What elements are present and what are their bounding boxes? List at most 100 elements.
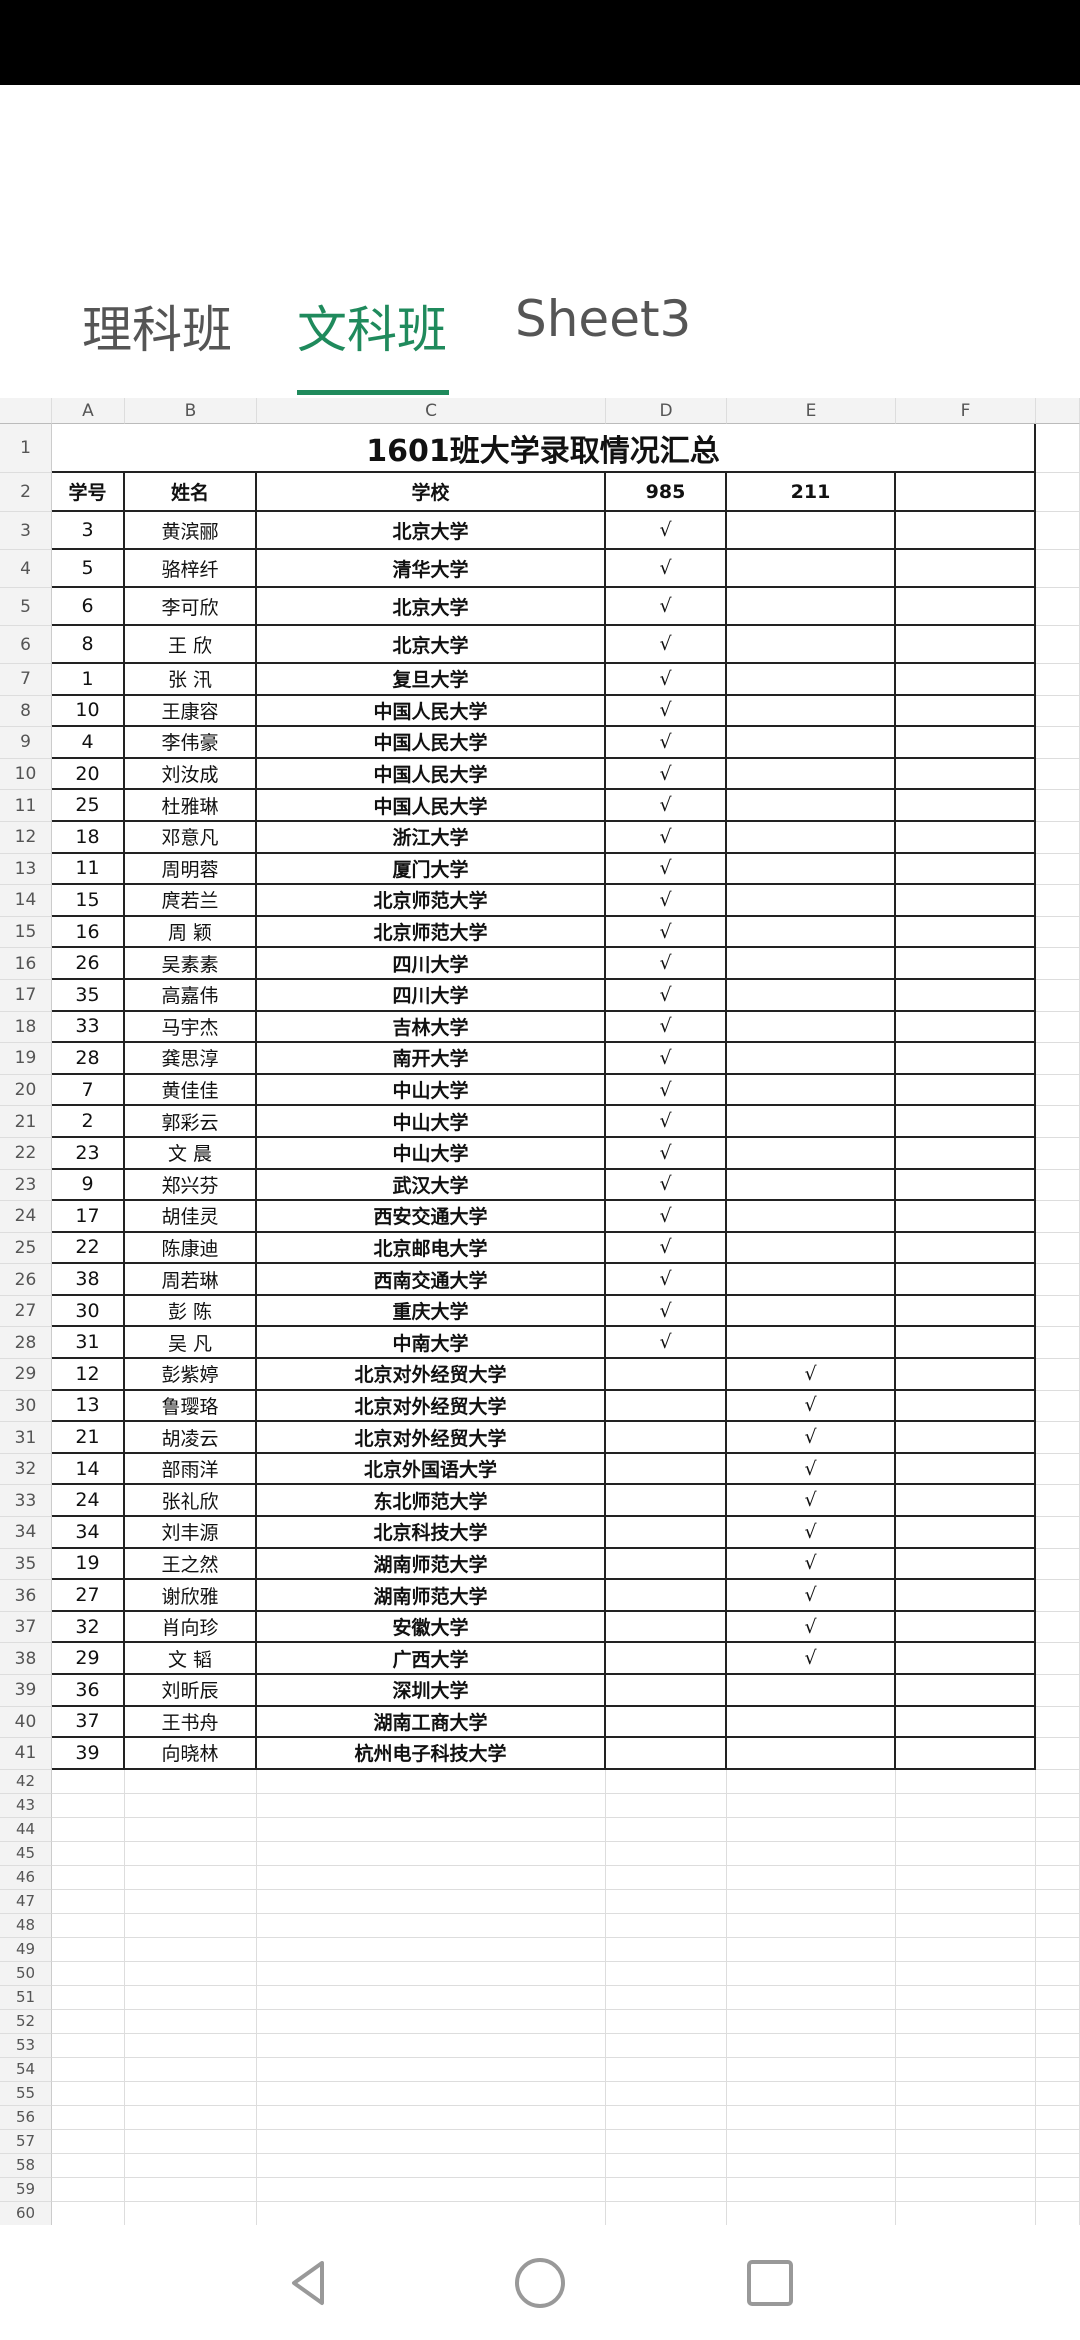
student-id-cell[interactable]: 16	[52, 916, 125, 949]
985-cell[interactable]: √	[606, 512, 727, 550]
name-cell[interactable]: 黄佳佳	[125, 1074, 257, 1107]
cell[interactable]	[52, 1913, 125, 1938]
row-header[interactable]: 5	[0, 588, 52, 626]
cell[interactable]	[1036, 1137, 1080, 1170]
cell[interactable]	[896, 1453, 1036, 1486]
school-cell[interactable]: 湖南师范大学	[257, 1580, 606, 1612]
211-cell[interactable]: √	[727, 1485, 896, 1518]
cell[interactable]	[896, 2153, 1036, 2178]
985-cell[interactable]	[606, 1706, 727, 1739]
cell[interactable]	[606, 1769, 727, 1794]
cell[interactable]	[1036, 1793, 1080, 1818]
cell[interactable]	[1036, 2129, 1080, 2154]
row-header[interactable]: 10	[0, 758, 52, 791]
cell[interactable]	[1036, 758, 1080, 791]
cell[interactable]	[727, 2057, 896, 2082]
cell[interactable]	[52, 1937, 125, 1962]
cell[interactable]	[1036, 1106, 1080, 1138]
cell[interactable]	[896, 2201, 1036, 2226]
school-cell[interactable]: 浙江大学	[257, 821, 606, 854]
row-header[interactable]: 27	[0, 1295, 52, 1328]
school-cell[interactable]: 厦门大学	[257, 853, 606, 886]
cell[interactable]	[52, 1769, 125, 1794]
cell[interactable]	[896, 1937, 1036, 1962]
985-cell[interactable]: √	[606, 1137, 727, 1170]
student-id-cell[interactable]: 15	[52, 885, 125, 917]
row-header[interactable]: 9	[0, 727, 52, 759]
cell[interactable]	[606, 1793, 727, 1818]
cell[interactable]	[896, 1738, 1036, 1770]
school-cell[interactable]: 吉林大学	[257, 1011, 606, 1044]
cell[interactable]	[727, 1769, 896, 1794]
cell[interactable]	[1036, 885, 1080, 917]
row-header[interactable]: 16	[0, 948, 52, 980]
student-id-cell[interactable]: 12	[52, 1359, 125, 1391]
student-id-cell[interactable]: 33	[52, 1011, 125, 1044]
student-id-cell[interactable]: 29	[52, 1643, 125, 1675]
student-id-cell[interactable]: 23	[52, 1137, 125, 1170]
student-id-cell[interactable]: 27	[52, 1580, 125, 1612]
cell[interactable]	[606, 1889, 727, 1914]
cell[interactable]	[1036, 2057, 1080, 2082]
name-cell[interactable]: 刘汝成	[125, 758, 257, 791]
cell[interactable]	[52, 2033, 125, 2058]
row-header[interactable]: 2	[0, 473, 52, 512]
cell[interactable]	[1036, 664, 1080, 696]
cell[interactable]	[52, 1841, 125, 1866]
student-id-cell[interactable]: 34	[52, 1517, 125, 1549]
cell[interactable]	[896, 1264, 1036, 1296]
row-header[interactable]: 1	[0, 424, 52, 473]
211-cell[interactable]	[727, 512, 896, 550]
cell[interactable]	[896, 1769, 1036, 1794]
row-header[interactable]: 28	[0, 1327, 52, 1360]
cell[interactable]	[1036, 1201, 1080, 1233]
211-cell[interactable]	[727, 550, 896, 588]
name-cell[interactable]: 王 欣	[125, 626, 257, 664]
row-header[interactable]: 32	[0, 1453, 52, 1486]
student-id-cell[interactable]: 7	[52, 1074, 125, 1107]
cell[interactable]	[1036, 853, 1080, 886]
student-id-cell[interactable]: 14	[52, 1453, 125, 1486]
school-cell[interactable]: 中山大学	[257, 1106, 606, 1138]
row-header[interactable]: 59	[0, 2177, 52, 2202]
row-header[interactable]: 11	[0, 790, 52, 822]
cell[interactable]	[1036, 1169, 1080, 1202]
cell[interactable]	[727, 2105, 896, 2130]
student-id-cell[interactable]: 22	[52, 1232, 125, 1265]
student-id-cell[interactable]: 32	[52, 1611, 125, 1644]
row-header[interactable]: 50	[0, 1961, 52, 1986]
name-cell[interactable]: 张礼欣	[125, 1485, 257, 1518]
name-cell[interactable]: 杜雅琳	[125, 790, 257, 822]
name-cell[interactable]: 鲁璎珞	[125, 1390, 257, 1423]
student-id-cell[interactable]: 3	[52, 512, 125, 550]
cell[interactable]	[727, 2081, 896, 2106]
cell[interactable]	[1036, 1611, 1080, 1644]
name-cell[interactable]: 邓意凡	[125, 821, 257, 854]
cell[interactable]	[896, 1043, 1036, 1075]
cell[interactable]	[606, 1985, 727, 2010]
cell[interactable]	[1036, 1985, 1080, 2010]
cell[interactable]	[896, 2057, 1036, 2082]
cell[interactable]	[52, 1817, 125, 1842]
cell[interactable]	[606, 1913, 727, 1938]
name-cell[interactable]: 周明蓉	[125, 853, 257, 886]
985-cell[interactable]	[606, 1517, 727, 1549]
cell[interactable]	[896, 916, 1036, 949]
211-cell[interactable]: √	[727, 1390, 896, 1423]
cell[interactable]	[257, 2177, 606, 2202]
name-cell[interactable]: 龚思淳	[125, 1043, 257, 1075]
211-cell[interactable]	[727, 1169, 896, 1202]
cell[interactable]	[606, 2033, 727, 2058]
cell[interactable]	[125, 1961, 257, 1986]
211-cell[interactable]	[727, 1675, 896, 1707]
row-header[interactable]: 40	[0, 1706, 52, 1739]
school-cell[interactable]: 武汉大学	[257, 1169, 606, 1202]
cell[interactable]	[257, 2057, 606, 2082]
cell[interactable]	[727, 1793, 896, 1818]
name-cell[interactable]: 吴 凡	[125, 1327, 257, 1360]
name-cell[interactable]: 骆梓纤	[125, 550, 257, 588]
985-cell[interactable]	[606, 1675, 727, 1707]
cell[interactable]	[896, 1390, 1036, 1423]
row-header[interactable]: 14	[0, 885, 52, 917]
cell[interactable]	[896, 1169, 1036, 1202]
